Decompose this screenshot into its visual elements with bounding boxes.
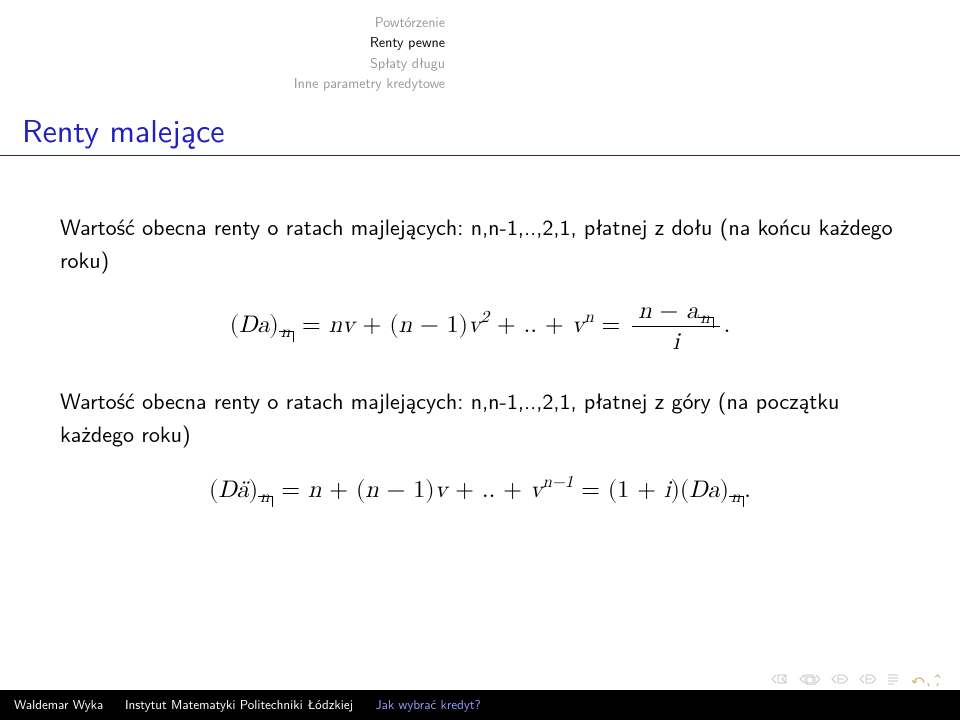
footer-author: Waldemar Wyka <box>14 695 103 714</box>
footer-institute: Instytut Matematyki Politechniki Łódzkie… <box>125 695 353 714</box>
nav-item[interactable]: Renty pewne <box>294 32 445 52</box>
nav-item[interactable]: Spłaty długu <box>294 53 445 73</box>
frame-title: Renty malejące <box>22 105 225 152</box>
frame-body: Wartość obecna renty o ratach majlejącyc… <box>60 210 900 536</box>
beamer-nav-icons <box>770 672 942 686</box>
section-nav: Powtórzenie Renty pewne Spłaty długu Inn… <box>294 12 445 93</box>
footer-title: Jak wybrać kredyt? <box>375 695 480 714</box>
nav-circ-icon[interactable] <box>910 672 942 686</box>
formula-1: (Da)n = nv + (n − 1)v2 + .. + vn = n − a… <box>60 298 900 356</box>
footline: Waldemar Wyka Instytut Matematyki Polite… <box>0 690 960 720</box>
paragraph: Wartość obecna renty o ratach majlejącyc… <box>60 384 900 450</box>
formula-2: (Dä)n = n + (n − 1)v + .. + vn−1 = (1 + … <box>60 472 900 508</box>
nav-prev-icon[interactable] <box>830 673 848 685</box>
nav-first-icon[interactable] <box>770 673 788 685</box>
nav-item[interactable]: Inne parametry kredytowe <box>294 73 445 93</box>
nav-next-icon[interactable] <box>858 673 876 685</box>
title-rule <box>0 155 960 156</box>
nav-item[interactable]: Powtórzenie <box>294 12 445 32</box>
nav-mode-icon[interactable] <box>886 673 900 685</box>
paragraph: Wartość obecna renty o ratach majlejącyc… <box>60 210 900 276</box>
nav-prev-section-icon[interactable] <box>798 673 820 685</box>
